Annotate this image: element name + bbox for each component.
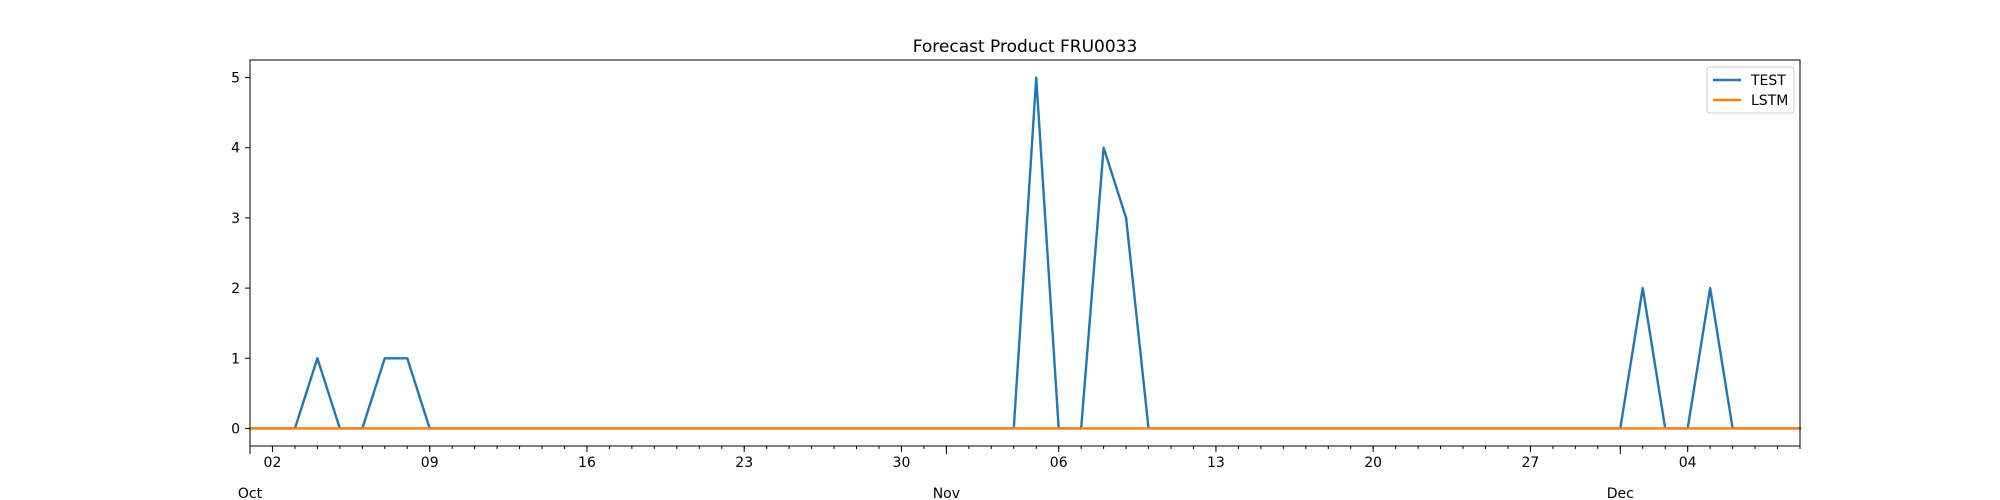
x-tick-label: 23 <box>735 455 753 471</box>
x-tick-label: 09 <box>421 455 439 471</box>
series-line-test <box>248 76 1802 430</box>
y-tick-label: 5 <box>231 71 240 87</box>
x-tick-label: 04 <box>1679 455 1697 471</box>
legend-label: TEST <box>1750 73 1786 89</box>
y-tick-label: 0 <box>231 421 240 437</box>
y-tick-label: 4 <box>231 141 240 157</box>
x-tick-label: 06 <box>1050 455 1068 471</box>
chart-title: Forecast Product FRU0033 <box>913 37 1138 57</box>
x-axis: 02 09 16 23 30 06 13 20 27 04 Oct Nov Dec <box>238 446 1801 500</box>
x-tick-label: 20 <box>1364 455 1382 471</box>
legend: TEST LSTM <box>1706 66 1795 114</box>
y-tick-label: 2 <box>231 281 240 297</box>
plot-frame <box>249 59 1801 447</box>
y-tick-label: 1 <box>231 351 240 367</box>
x-major-tick-label: Oct <box>238 486 263 500</box>
legend-label: LSTM <box>1751 93 1788 109</box>
x-major-tick-label: Dec <box>1607 486 1634 500</box>
y-tick-label: 3 <box>231 211 240 227</box>
x-tick-label: 13 <box>1207 455 1225 471</box>
y-axis: 0 1 2 3 4 5 <box>231 71 250 437</box>
x-tick-label: 16 <box>578 455 596 471</box>
x-tick-label: 27 <box>1522 455 1540 471</box>
series-layer <box>248 76 1802 430</box>
legend-box <box>1706 66 1795 114</box>
x-major-tick-label: Nov <box>933 486 960 500</box>
x-tick-label: 02 <box>264 455 282 471</box>
x-tick-label: 30 <box>893 455 911 471</box>
